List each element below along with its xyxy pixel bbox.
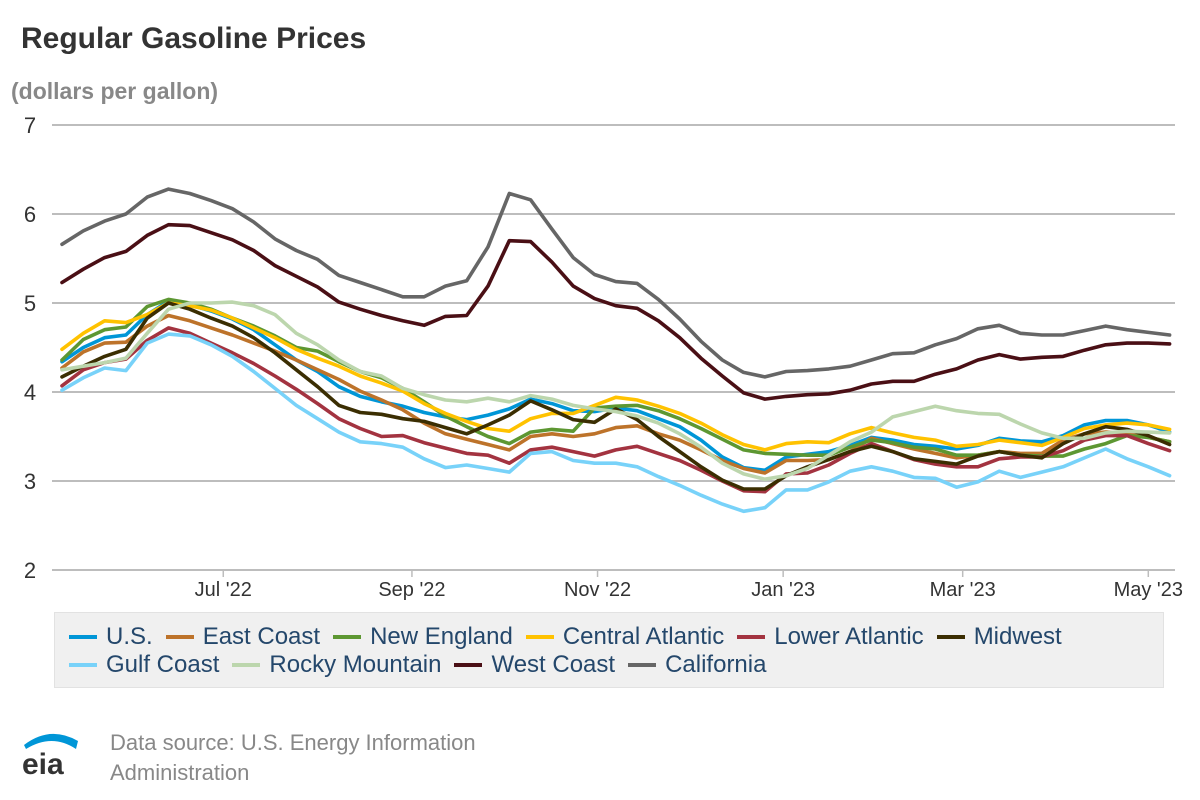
legend-item-east-coast[interactable]: East Coast	[165, 623, 321, 651]
series-lines	[60, 187, 1172, 514]
y-tick-label: 3	[24, 469, 36, 494]
x-tick-label: Nov '22	[564, 579, 631, 601]
series-line-rocky-mountain	[60, 300, 1172, 482]
legend-label: U.S.	[106, 623, 153, 650]
logo-text: eia	[22, 748, 64, 777]
data-source-line: Administration	[110, 760, 250, 785]
x-axis-ticks: Jul '22 Sep '22 Nov '22 Jan '23 Mar '23 May '…	[195, 570, 1183, 601]
series-line-california	[60, 187, 1172, 379]
series-line-gulf-coast	[60, 332, 1172, 514]
legend-label: Midwest	[973, 623, 1062, 650]
legend-swatch	[454, 663, 483, 667]
legend-swatch	[737, 635, 766, 639]
y-axis-unit-label: (dollars per gallon)	[11, 78, 219, 104]
y-tick-label: 6	[24, 202, 36, 227]
legend-swatch	[333, 635, 362, 639]
line-chart: 2 3 4 5 6 7 Jul '22 Sep '22 Nov '22 Jan '23 Mar '…	[24, 113, 1183, 601]
legend-item-gulf-coast[interactable]: Gulf Coast	[69, 651, 219, 679]
legend-row: U.S. East Coast New England Central Atlanti…	[69, 623, 1163, 651]
legend-item-new-england[interactable]: New England	[333, 623, 513, 651]
legend-item-rocky-mountain[interactable]: Rocky Mountain	[232, 651, 441, 679]
legend-item-lower-atlantic[interactable]: Lower Atlantic	[737, 623, 924, 651]
y-tick-label: 4	[24, 380, 36, 405]
series-line-midwest	[60, 301, 1172, 491]
legend-row: Gulf Coast Rocky Mountain West Coast Califo…	[69, 651, 1163, 679]
legend-label: Rocky Mountain	[269, 651, 442, 678]
legend-swatch	[165, 635, 194, 639]
legend: U.S. East Coast New England Central Atlanti…	[54, 612, 1164, 688]
series-line-west-coast	[60, 222, 1172, 401]
legend-swatch	[936, 635, 965, 639]
legend-swatch	[69, 663, 97, 667]
x-tick-label: May '23	[1114, 579, 1183, 601]
data-source-line: Data source: U.S. Energy Information	[110, 730, 476, 755]
y-tick-label: 2	[24, 558, 36, 583]
legend-swatch	[232, 663, 261, 667]
x-tick-label: Mar '23	[930, 579, 996, 601]
legend-item-west-coast[interactable]: West Coast	[454, 651, 615, 679]
legend-swatch	[525, 635, 554, 639]
data-source: Data source: U.S. Energy Information Adm…	[110, 728, 510, 788]
legend-swatch	[628, 663, 657, 667]
legend-label: Lower Atlantic	[774, 623, 924, 650]
logo-swoosh	[24, 733, 78, 749]
legend-item-midwest[interactable]: Midwest	[936, 623, 1062, 651]
legend-item-california[interactable]: California	[628, 651, 766, 679]
legend-label: California	[665, 651, 767, 678]
x-tick-label: Jan '23	[751, 579, 815, 601]
series-line-central-atlantic	[60, 301, 1172, 452]
y-tick-label: 7	[24, 113, 36, 138]
y-axis-ticks: 2 3 4 5 6 7	[24, 113, 36, 583]
legend-label: West Coast	[491, 651, 616, 678]
y-tick-label: 5	[24, 291, 36, 316]
legend-label: Gulf Coast	[106, 651, 220, 678]
legend-label: Central Atlantic	[562, 623, 725, 650]
legend-label: East Coast	[202, 623, 321, 650]
series-line-lower-atlantic	[60, 326, 1172, 494]
legend-item-central-atlantic[interactable]: Central Atlantic	[525, 623, 725, 651]
legend-label: New England	[370, 623, 513, 650]
legend-swatch	[69, 635, 97, 639]
eia-logo: eia	[22, 733, 78, 777]
chart-title: Regular Gasoline Prices	[21, 22, 367, 55]
x-tick-label: Jul '22	[195, 579, 252, 601]
legend-item-u-s[interactable]: U.S.	[69, 623, 153, 651]
x-tick-label: Sep '22	[378, 579, 445, 601]
